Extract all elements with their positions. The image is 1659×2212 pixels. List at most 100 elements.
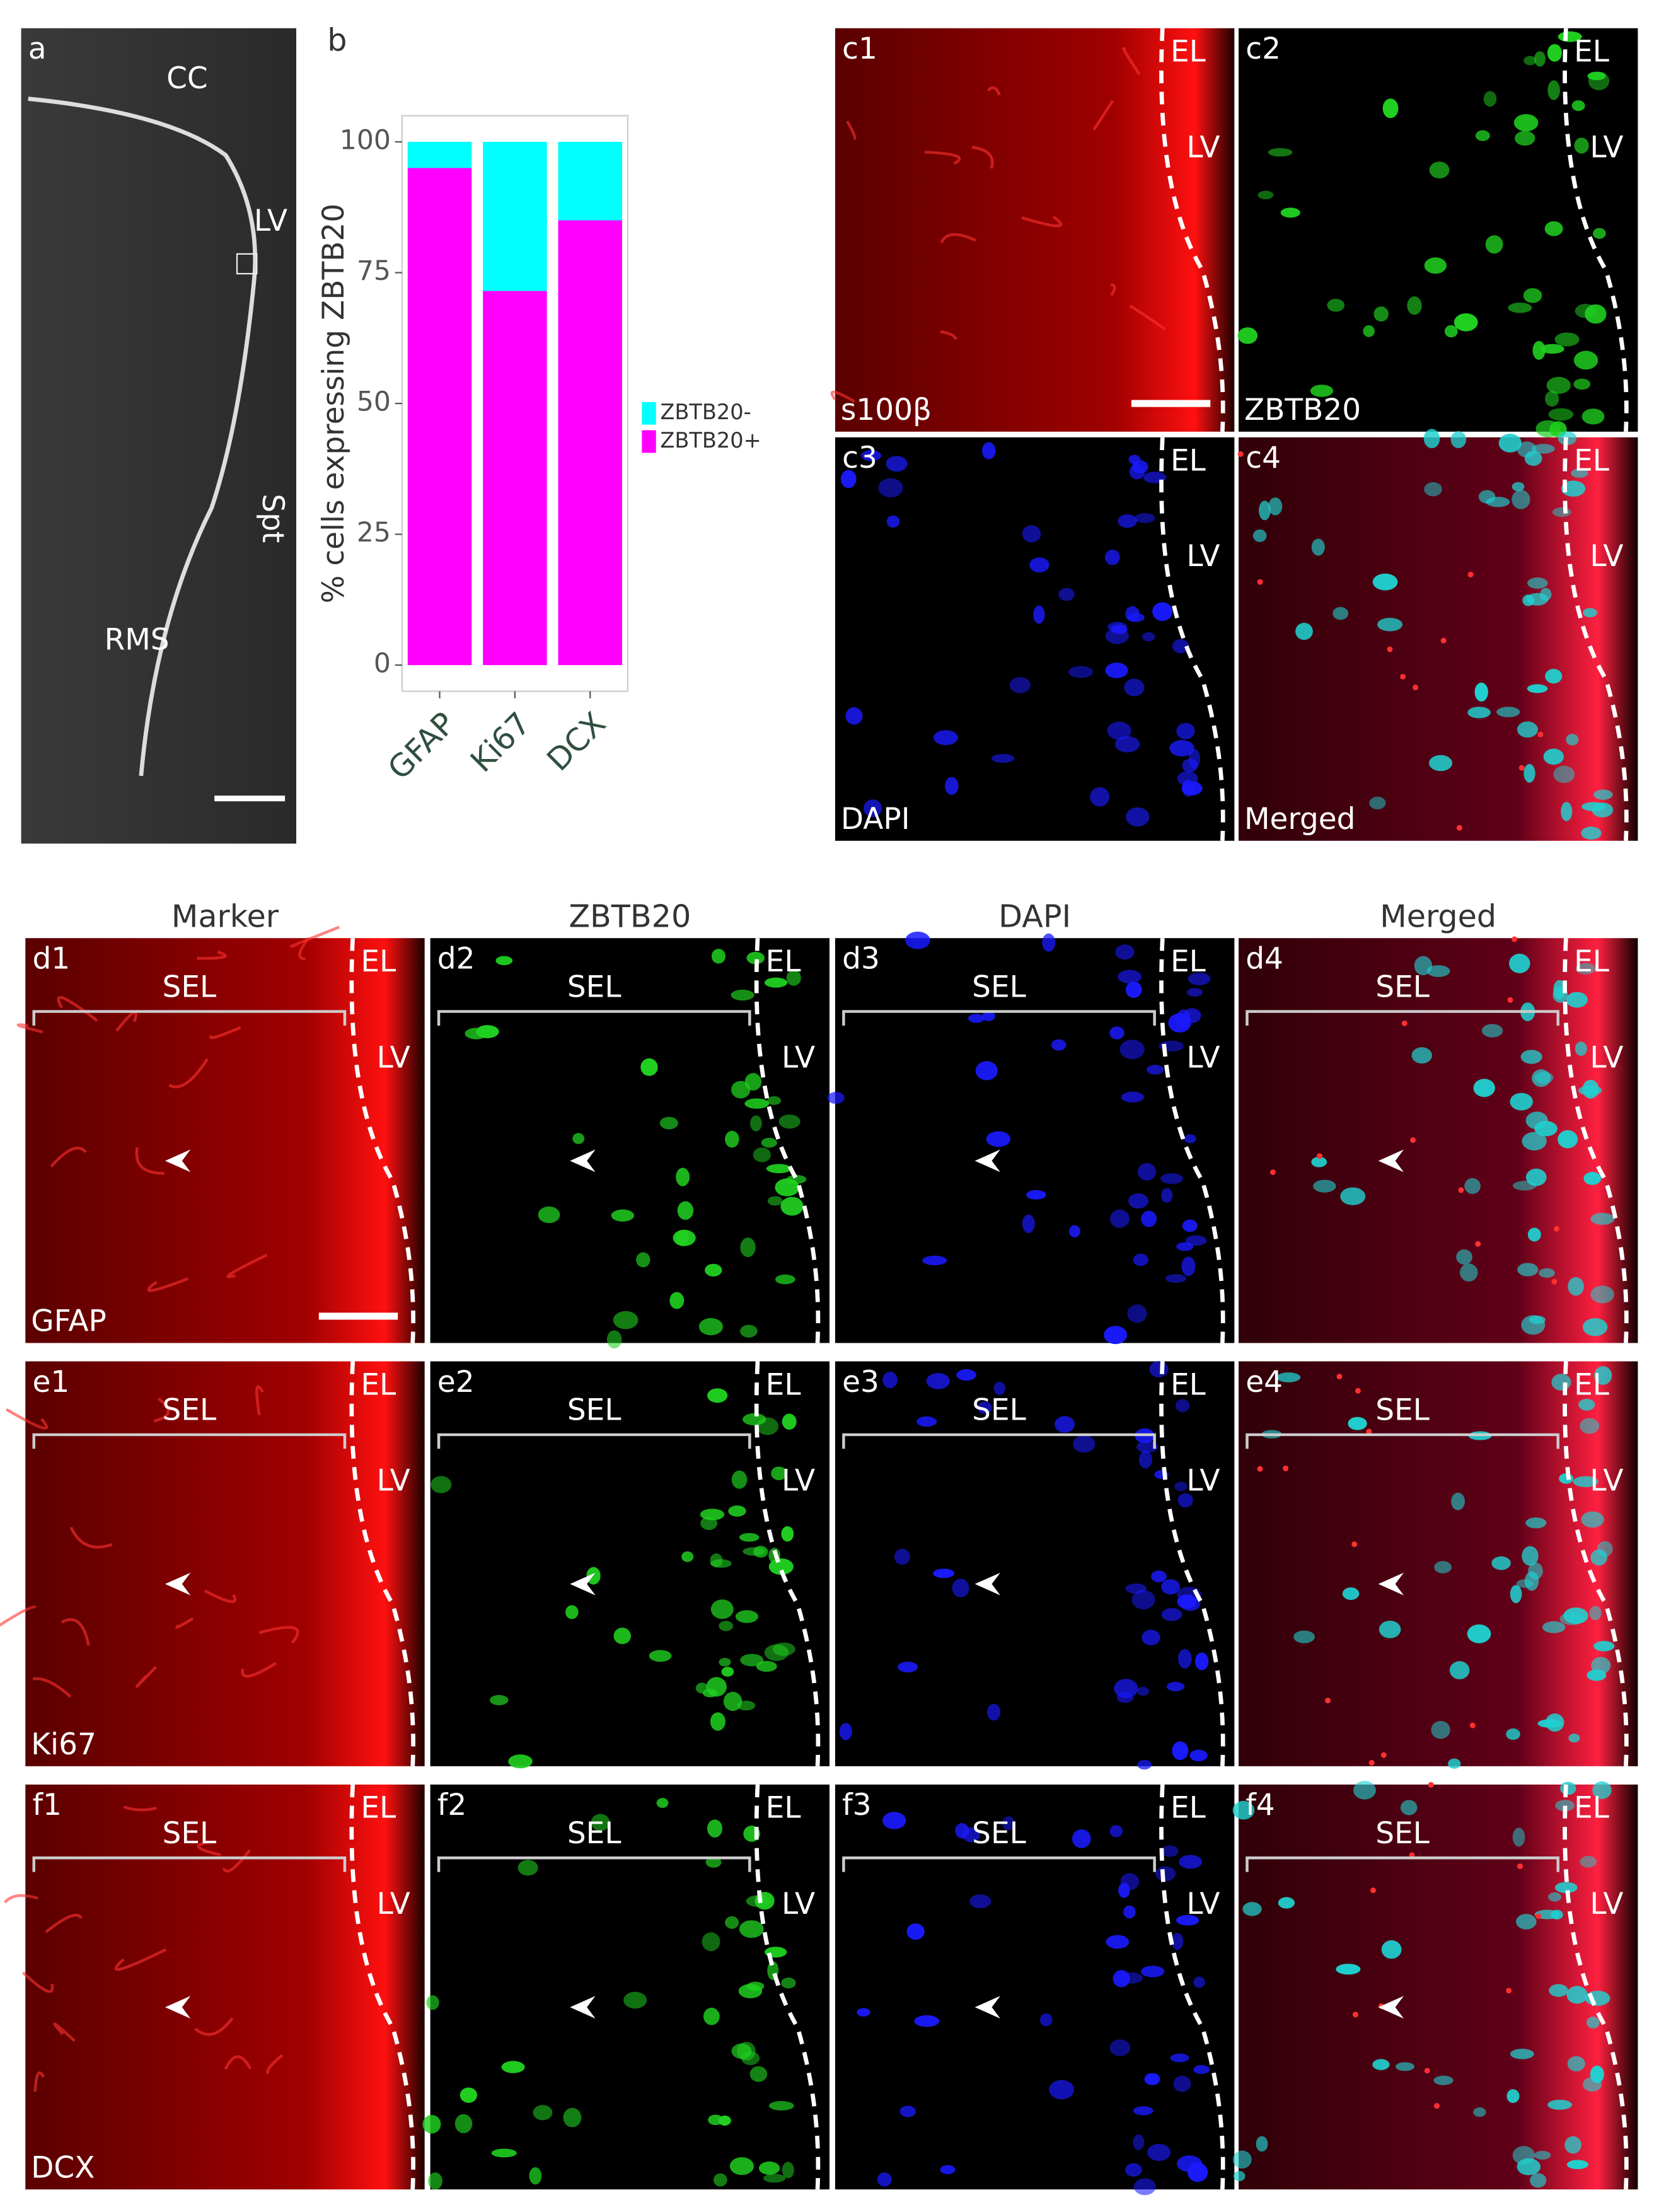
puncta (1469, 1722, 1476, 1728)
cell (706, 1677, 727, 1697)
cell (739, 1532, 760, 1542)
cell (886, 515, 900, 528)
cell (1252, 529, 1267, 542)
cell (775, 1274, 795, 1285)
cell (719, 1621, 734, 1631)
cell (1551, 1374, 1571, 1391)
region-label: LV (1186, 539, 1220, 574)
cell (1506, 1728, 1520, 1740)
cell (1454, 313, 1478, 332)
cell (1133, 2106, 1153, 2116)
cell (1590, 1549, 1607, 1566)
cell (764, 1644, 789, 1661)
cell (744, 1098, 770, 1109)
cell (728, 1505, 746, 1517)
y-tick-label: 50 (357, 387, 391, 418)
micrograph (835, 1361, 1235, 1766)
cell (1136, 1440, 1159, 1453)
cell (1336, 1964, 1361, 1975)
panel-label: d3 (842, 941, 880, 976)
column-header: Marker (171, 898, 279, 934)
cell (702, 1932, 720, 1952)
cell (1161, 1607, 1182, 1621)
sel-bracket (842, 1433, 1156, 1449)
process (241, 1662, 277, 1678)
cell (1567, 2056, 1585, 2071)
cell (1491, 1556, 1511, 1570)
cell (1510, 1092, 1533, 1111)
cell (864, 799, 882, 818)
cell (491, 2148, 517, 2158)
cell (1561, 802, 1573, 821)
cell (991, 753, 1015, 763)
y-tick-label: 100 (340, 125, 391, 156)
process (45, 1913, 83, 1933)
cell (1177, 771, 1198, 786)
cell (1106, 1935, 1130, 1949)
cell (1527, 684, 1548, 693)
cell (1512, 489, 1530, 509)
cell (740, 1237, 756, 1258)
process (5, 1408, 49, 1430)
cell (1179, 1855, 1203, 1869)
cell (955, 1822, 969, 1839)
inset-box (236, 253, 258, 275)
ventricle-boundary (1159, 1361, 1225, 1766)
cell (1530, 2173, 1547, 2188)
region-label: SEL (1375, 1393, 1430, 1428)
bar-segment (407, 142, 472, 168)
cell (1473, 1079, 1495, 1097)
region-label: SEL (163, 1393, 217, 1428)
region-label: EL (1574, 35, 1609, 69)
cell (1564, 2136, 1581, 2154)
ventricle-boundary (1563, 1361, 1629, 1766)
puncta (1317, 1153, 1323, 1159)
cell (1348, 1416, 1367, 1430)
cell (426, 1995, 439, 2010)
sel-bracket (32, 1433, 347, 1449)
region-label: EL (1574, 1791, 1609, 1826)
region-label: Spt (255, 494, 290, 543)
process (226, 1253, 268, 1278)
cell (1120, 1873, 1140, 1891)
process (846, 120, 857, 141)
bar-segment (558, 142, 622, 221)
region-label: LV (377, 1040, 410, 1075)
sel-bracket (437, 1433, 751, 1449)
puncta (1336, 1374, 1343, 1380)
process (4, 1894, 38, 1904)
cell (1232, 1800, 1255, 1820)
cell (1590, 1213, 1615, 1225)
cell (1140, 1966, 1165, 1977)
cell (1583, 608, 1597, 618)
sel-bracket (842, 1856, 1156, 1872)
cell (781, 1526, 794, 1542)
bar-segment (483, 142, 547, 291)
legend-label: ZBTB20- (660, 400, 751, 424)
cell (898, 1661, 918, 1673)
cell (1104, 1326, 1128, 1345)
cell (1109, 1026, 1124, 1039)
cell (517, 1860, 538, 1876)
cell (1433, 2075, 1454, 2085)
cell (1578, 1399, 1595, 1411)
cell (428, 2172, 442, 2190)
puncta (1368, 1759, 1375, 1766)
process (986, 86, 1001, 96)
process (53, 2022, 76, 2042)
cell (1517, 721, 1539, 738)
cell (1554, 332, 1580, 347)
cell (1181, 1256, 1196, 1277)
cell (933, 1568, 955, 1578)
cell (1040, 2013, 1053, 2027)
process (258, 1626, 299, 1644)
region-label: EL (1574, 1367, 1609, 1402)
cell (1527, 577, 1548, 589)
cell (1022, 1214, 1035, 1234)
panel-label: d2 (437, 941, 475, 976)
cell (1517, 441, 1537, 458)
cell (1353, 1781, 1376, 1800)
ventricle-boundary (1563, 1784, 1629, 2190)
cell (591, 1814, 610, 1831)
cell (753, 1147, 771, 1162)
